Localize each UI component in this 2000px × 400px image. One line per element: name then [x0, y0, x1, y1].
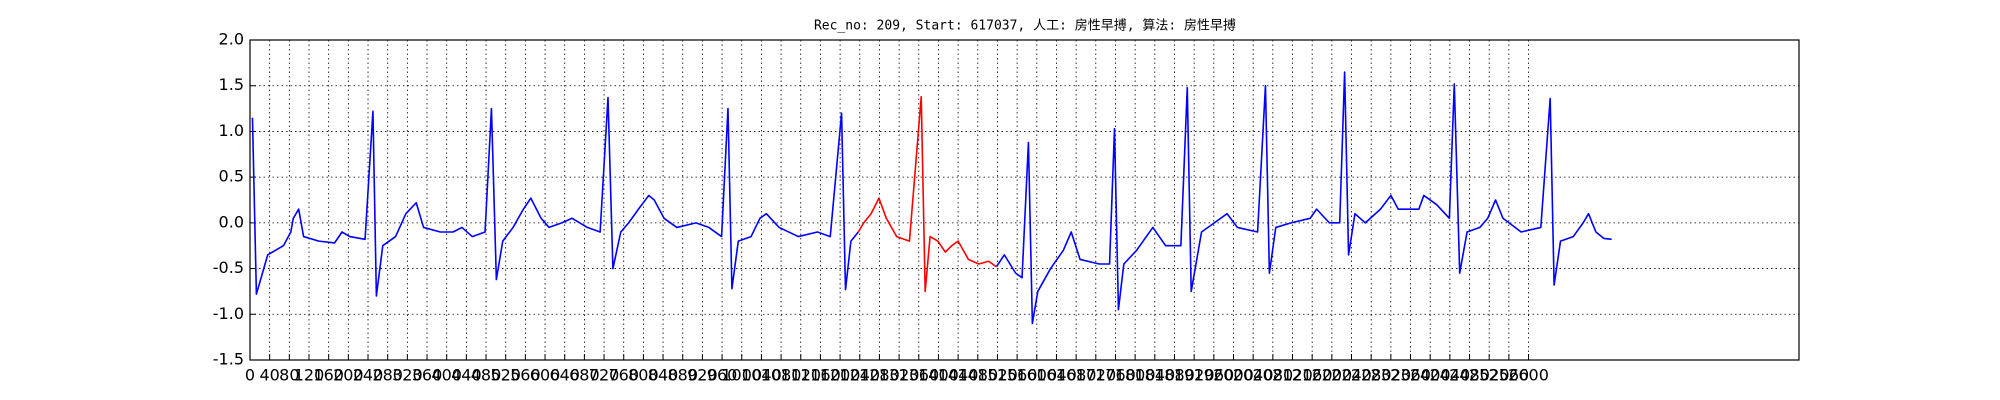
x-tick-label: 1040	[741, 366, 782, 385]
x-tick-label: 280	[372, 366, 403, 385]
x-tick-label: 920	[687, 366, 718, 385]
x-tick-label: 1760	[1095, 366, 1136, 385]
x-tick-label: 2360	[1390, 366, 1431, 385]
y-tick-label: -1.5	[213, 350, 244, 369]
x-tick-label: 240	[353, 366, 384, 385]
x-tick-label: 680	[569, 366, 600, 385]
ecg-line	[251, 71, 1612, 325]
x-tick-label: 480	[471, 366, 502, 385]
x-tick-label: 2600	[1508, 366, 1549, 385]
x-tick-label: 2240	[1331, 366, 1372, 385]
x-tick-label: 1920	[1174, 366, 1215, 385]
x-tick-label: 2480	[1449, 366, 1490, 385]
x-tick-label: 640	[549, 366, 580, 385]
x-tick-label: 1280	[859, 366, 900, 385]
x-tick-label: 1720	[1075, 366, 1116, 385]
x-tick-label: 1240	[839, 366, 880, 385]
x-tick-label: 320	[392, 366, 423, 385]
x-tick-label: 1560	[997, 366, 1038, 385]
x-tick-label: 2040	[1233, 366, 1274, 385]
x-tick-label: 1480	[957, 366, 998, 385]
x-tick-label: 1600	[1016, 366, 1057, 385]
x-tick-label: 1680	[1056, 366, 1097, 385]
x-tick-label: 2160	[1292, 366, 1333, 385]
x-tick-label: 1520	[977, 366, 1018, 385]
x-tick-label: 360	[412, 366, 443, 385]
x-tick-label: 2440	[1430, 366, 1471, 385]
x-tick-label: 1080	[761, 366, 802, 385]
x-tick-label: 40	[259, 366, 279, 385]
x-tick-label: 1320	[879, 366, 920, 385]
x-tick-label: 2000	[1213, 366, 1254, 385]
y-tick-label: 2.0	[219, 30, 244, 49]
x-tick-label: 2200	[1311, 366, 1352, 385]
x-tick-label: 2560	[1489, 366, 1530, 385]
x-tick-label: 560	[510, 366, 541, 385]
x-tick-label: 960	[707, 366, 738, 385]
x-tick-label: 160	[313, 366, 344, 385]
y-tick-label: -1.0	[213, 304, 244, 323]
x-tick-label: 2520	[1469, 366, 1510, 385]
x-tick-label: 2280	[1351, 366, 1392, 385]
y-tick-label: -0.5	[213, 258, 244, 277]
y-tick-label: 1.0	[219, 121, 244, 140]
x-tick-label: 1000	[721, 366, 762, 385]
x-tick-label: 0	[245, 366, 255, 385]
x-tick-label: 200	[333, 366, 364, 385]
x-tick-label: 840	[648, 366, 679, 385]
x-tick-label: 1800	[1115, 366, 1156, 385]
x-tick-label: 1120	[780, 366, 821, 385]
x-tick-label: 2080	[1252, 366, 1293, 385]
x-tick-label: 1360	[898, 366, 939, 385]
x-tick-label: 1640	[1036, 366, 1077, 385]
y-tick-label: 0.0	[219, 212, 244, 231]
y-tick-label: 1.5	[219, 75, 244, 94]
chart-title: Rec_no: 209, Start: 617037, 人工: 房性早搏, 算法…	[814, 18, 1236, 34]
plot-frame	[249, 39, 1800, 361]
x-tick-label: 2320	[1370, 366, 1411, 385]
x-tick-label: 800	[628, 366, 659, 385]
x-tick-label: 1440	[938, 366, 979, 385]
x-tick-label: 720	[589, 366, 620, 385]
x-tick-label: 400	[431, 366, 462, 385]
x-tick-label: 80	[279, 366, 299, 385]
x-tick-label: 1840	[1134, 366, 1175, 385]
y-tick-label: 0.5	[219, 167, 244, 186]
x-tick-label: 880	[667, 366, 698, 385]
x-tick-label: 760	[608, 366, 639, 385]
x-tick-label: 600	[530, 366, 561, 385]
x-tick-label: 1960	[1193, 366, 1234, 385]
x-tick-label: 1160	[800, 366, 841, 385]
x-tick-label: 2120	[1272, 366, 1313, 385]
x-tick-label: 520	[490, 366, 521, 385]
x-tick-label: 1880	[1154, 366, 1195, 385]
ecg-line	[857, 95, 997, 293]
x-tick-label: 1400	[918, 366, 959, 385]
x-tick-label: 2400	[1410, 366, 1451, 385]
x-tick-label: 440	[451, 366, 482, 385]
x-tick-label: 1200	[820, 366, 861, 385]
x-tick-label: 120	[294, 366, 325, 385]
